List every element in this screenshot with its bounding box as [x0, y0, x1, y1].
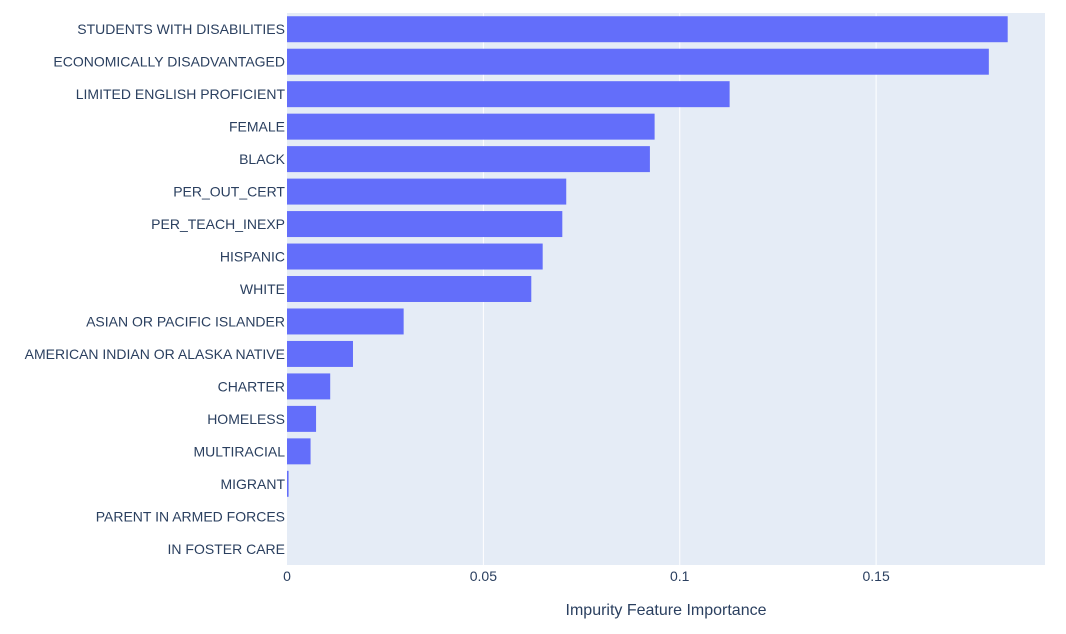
x-axis-title: Impurity Feature Importance — [566, 602, 767, 619]
category-label: ASIAN OR PACIFIC ISLANDER — [86, 313, 285, 329]
bar — [287, 211, 563, 238]
bar — [287, 438, 311, 465]
category-labels: STUDENTS WITH DISABILITIES ECONOMICALLY D… — [25, 21, 286, 557]
category-label: CHARTER — [218, 378, 285, 394]
category-label: MULTIRACIAL — [193, 443, 285, 459]
category-label: PARENT IN ARMED FORCES — [96, 508, 285, 524]
bar — [287, 470, 289, 497]
bar — [287, 276, 532, 302]
category-label: LIMITED ENGLISH PROFICIENT — [76, 86, 286, 102]
bar — [287, 405, 317, 432]
bar — [287, 16, 1008, 43]
category-label: FEMALE — [229, 119, 285, 135]
bar — [287, 373, 331, 400]
category-label: PER_OUT_CERT — [173, 184, 285, 200]
bar — [287, 340, 353, 367]
category-label: BLACK — [239, 151, 286, 167]
bar — [287, 81, 730, 108]
category-label: HISPANIC — [220, 249, 285, 265]
x-tick-label: 0.1 — [670, 568, 690, 584]
category-label: AMERICAN INDIAN OR ALASKA NATIVE — [25, 346, 285, 362]
x-tick-label: 0.05 — [470, 568, 497, 584]
category-label: ECONOMICALLY DISADVANTAGED — [53, 54, 285, 70]
category-label: MIGRANT — [220, 476, 285, 492]
bar — [287, 308, 404, 335]
category-label: HOMELESS — [207, 411, 285, 427]
bar — [287, 146, 650, 173]
category-label: PER_TEACH_INEXP — [151, 216, 285, 232]
bar — [287, 113, 655, 140]
category-label: WHITE — [240, 281, 285, 297]
x-tick-label: 0 — [283, 568, 291, 584]
bars — [287, 16, 1008, 497]
category-label: STUDENTS WITH DISABILITIES — [77, 21, 285, 37]
bar — [287, 48, 989, 75]
bar — [287, 243, 543, 270]
x-tick-labels: 0 0.05 0.1 0.15 — [283, 568, 890, 584]
category-label: IN FOSTER CARE — [168, 541, 285, 557]
bar — [287, 178, 567, 205]
x-tick-label: 0.15 — [862, 568, 889, 584]
